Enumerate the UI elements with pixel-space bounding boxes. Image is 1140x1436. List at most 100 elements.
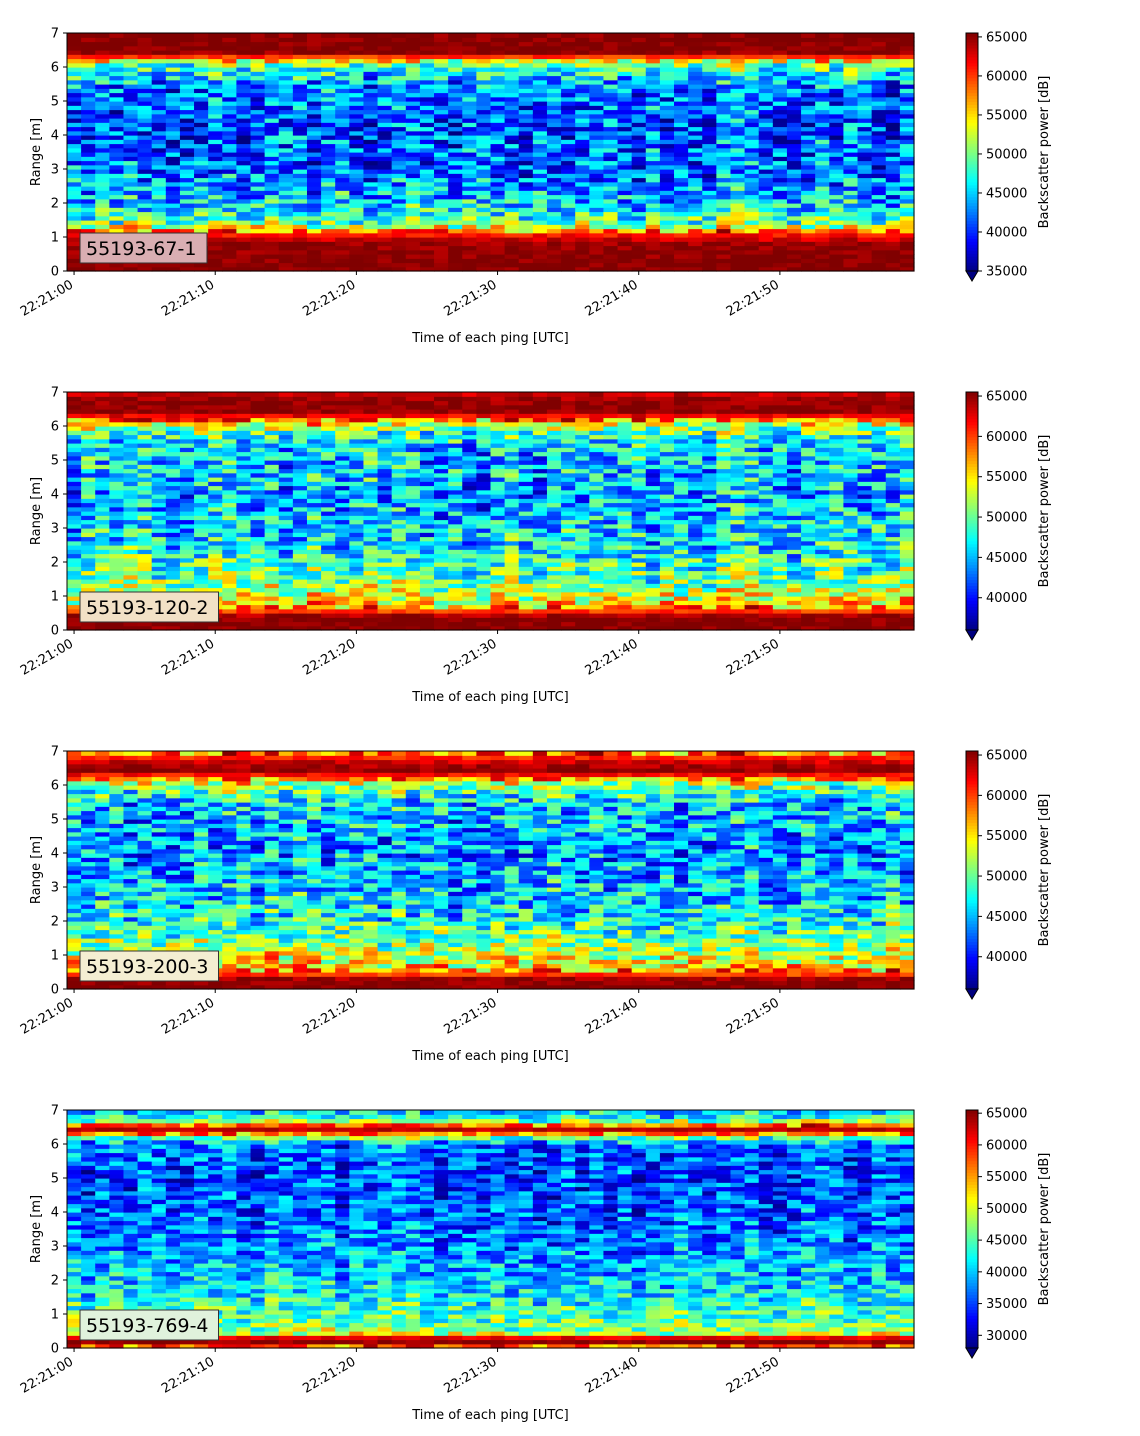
heatmap-cell [264,186,280,191]
heatmap-cell [391,409,407,414]
colorbar-segment [966,157,978,162]
heatmap-cell [81,67,96,72]
heatmap-cell [659,139,675,145]
heatmap-cell [179,570,195,576]
heatmap-cell [165,557,181,563]
heatmap-cell [589,130,605,136]
heatmap-cell [716,139,732,145]
heatmap-cell [434,88,449,94]
heatmap-cell [306,430,322,436]
heatmap-cell [151,54,167,60]
heatmap-cell [377,574,393,580]
heatmap-cell [688,194,703,200]
heatmap-cell [151,468,167,474]
heatmap-cell [292,621,308,627]
heatmap-cell [321,254,336,259]
heatmap-cell [617,96,633,102]
heatmap-cell [758,245,774,251]
heatmap-cell [208,417,223,423]
heatmap-cell [363,417,379,423]
heatmap-cell [532,122,548,128]
heatmap-cell [419,489,435,495]
heatmap-cell [81,190,96,196]
heatmap-cell [363,472,379,478]
heatmap-cell [391,438,407,444]
heatmap-cell [109,451,125,457]
heatmap-cell [335,198,350,204]
heatmap-cell [603,71,619,77]
heatmap-cell [674,224,689,230]
heatmap-cell [829,203,845,208]
heatmap-cell [899,241,915,247]
heatmap-cell [843,237,859,242]
heatmap-cell [730,190,746,196]
heatmap-cell [829,254,845,259]
heatmap-cell [575,203,590,208]
heatmap-cell [476,143,492,149]
heatmap-cell [645,266,661,272]
heatmap-cell [137,173,153,179]
heatmap-cell [222,143,237,149]
heatmap-cell [222,198,237,204]
heatmap-cell [674,237,689,242]
heatmap-cell [405,447,421,453]
heatmap-cell [645,50,661,55]
heatmap-cell [899,71,915,77]
heatmap-cell [236,262,252,268]
heatmap-cell [363,101,379,106]
heatmap-cell [419,608,435,614]
heatmap-cell [165,224,181,230]
heatmap-cell [123,33,139,38]
heatmap-cell [730,130,746,136]
heatmap-cell [95,472,110,478]
heatmap-cell [194,130,209,136]
heatmap-cell [222,460,237,465]
heatmap-cell [730,101,746,106]
heatmap-cell [617,126,633,132]
heatmap-cell [306,254,322,259]
heatmap-cell [208,241,223,247]
heatmap-cell [871,237,887,242]
heatmap-cell [292,608,308,614]
heatmap-cell [405,502,421,508]
heatmap-cell [702,147,717,153]
heatmap-cell [843,109,859,115]
heatmap-cell [292,413,308,419]
heatmap-cell [885,254,901,259]
heatmap-cell [67,126,82,132]
heatmap-cell [688,58,703,64]
heatmap-cell [391,54,407,60]
heatmap-cell [179,220,195,225]
colorbar-segment [966,247,978,251]
heatmap-cell [674,203,689,208]
heatmap-cell [829,71,845,77]
heatmap-cell [786,84,802,89]
heatmap-cell [123,177,139,183]
heatmap-cell [786,96,802,102]
heatmap-cell [278,254,294,259]
heatmap-cell [278,92,294,98]
heatmap-cell [151,553,167,559]
heatmap-cell [321,160,336,166]
heatmap-cell [405,396,421,402]
heatmap-cell [250,118,266,123]
heatmap-cell [674,58,689,64]
axes-frame [66,32,915,272]
heatmap-cell [179,58,195,64]
heatmap-cell [335,79,350,85]
heatmap-cell [815,147,830,153]
heatmap-cell [264,122,280,128]
heatmap-cell [631,71,647,77]
heatmap-cell [688,156,703,162]
heatmap-cell [546,92,562,98]
heatmap-cell [546,266,562,272]
heatmap-cell [885,113,901,119]
heatmap-cell [109,67,125,72]
heatmap-cell [264,621,280,627]
heatmap-cell [617,122,633,128]
heatmap-cell [67,523,82,529]
heatmap-cell [95,430,110,436]
heatmap-cell [194,400,209,406]
heatmap-cell [871,84,887,89]
heatmap-cell [631,50,647,55]
